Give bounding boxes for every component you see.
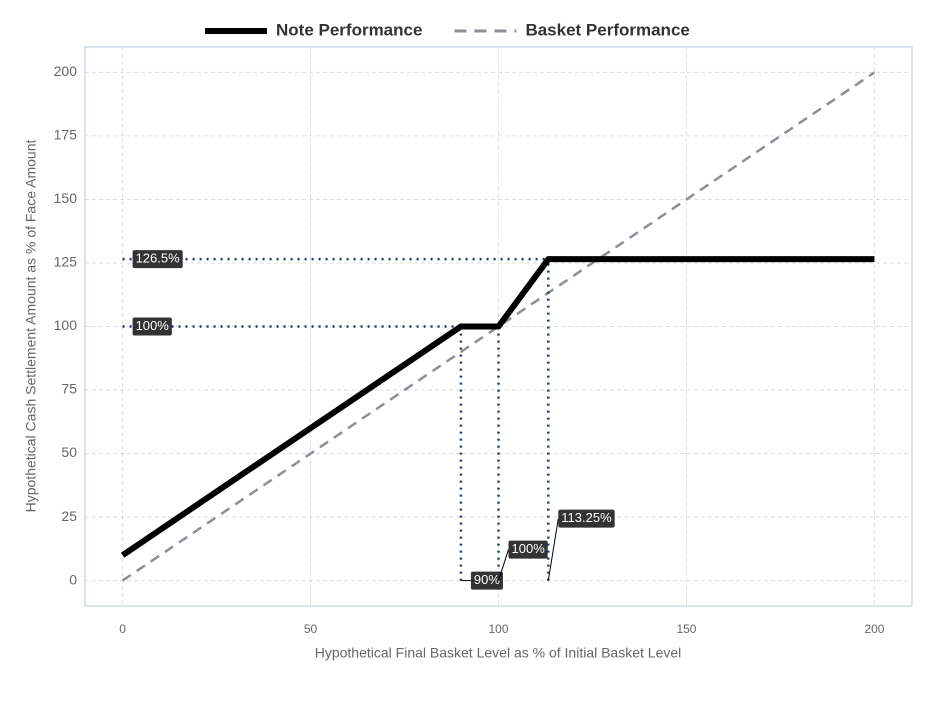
y-tick-label: 0 — [69, 571, 77, 587]
ref-label: 126.5% — [136, 251, 181, 266]
x-tick-label: 150 — [676, 622, 696, 636]
y-tick-label: 175 — [54, 127, 78, 143]
ref-label-box — [508, 540, 548, 559]
ref-label-box — [132, 317, 172, 336]
y-tick-label: 25 — [61, 508, 77, 524]
ref-label-box — [132, 250, 183, 269]
ref-label-box — [558, 509, 615, 528]
ref-label: 113.25% — [561, 510, 612, 525]
ref-label: 100% — [136, 318, 170, 333]
y-axis-title: Hypothetical Cash Settlement Amount as %… — [23, 140, 39, 513]
legend-label: Basket Performance — [525, 20, 689, 39]
ref-label: 100% — [512, 541, 546, 556]
x-tick-label: 100 — [488, 622, 508, 636]
ref-label: 90% — [474, 572, 500, 587]
y-tick-label: 75 — [61, 381, 77, 397]
y-tick-label: 200 — [54, 63, 78, 79]
legend-label: Note Performance — [276, 20, 422, 39]
y-tick-label: 150 — [54, 190, 78, 206]
line-series — [121, 71, 876, 582]
y-tick-label: 50 — [61, 444, 77, 460]
x-tick-label: 0 — [119, 622, 126, 636]
ref-label-box — [470, 571, 503, 590]
line-series — [120, 256, 875, 558]
x-axis-title: Hypothetical Final Basket Level as % of … — [315, 645, 682, 661]
x-tick-label: 200 — [864, 622, 884, 636]
x-tick-label: 50 — [304, 622, 318, 636]
y-tick-label: 125 — [54, 254, 78, 270]
label-connector — [498, 549, 509, 581]
label-connector — [547, 518, 559, 581]
y-tick-label: 100 — [54, 317, 78, 333]
